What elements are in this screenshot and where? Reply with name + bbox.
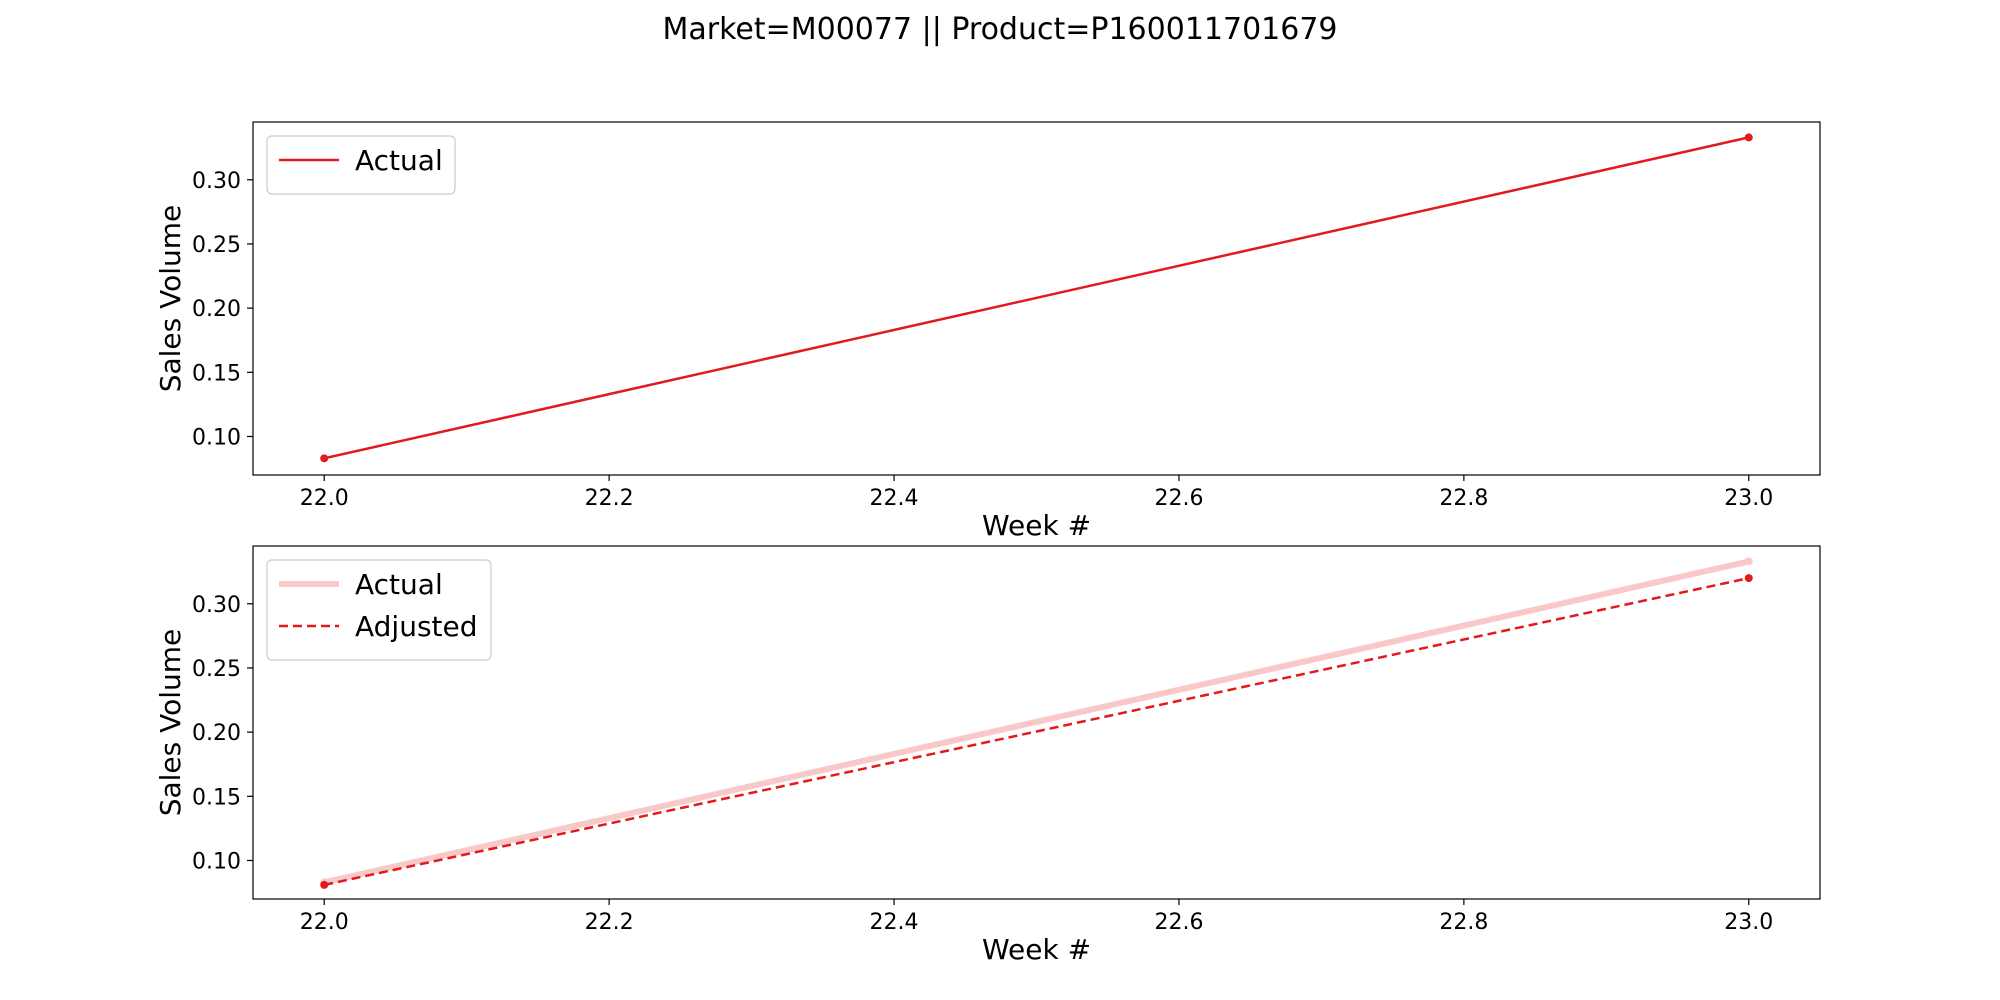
- x-axis-label: Week #: [982, 933, 1091, 966]
- axes-frame: [252, 545, 1821, 900]
- legend-label-actual: Actual: [355, 144, 443, 177]
- x-axis-label: Week #: [982, 509, 1091, 542]
- data-point-adjusted: [320, 880, 329, 889]
- data-point-adjusted: [1744, 574, 1753, 583]
- x-tick-label: 22.2: [585, 910, 634, 935]
- y-tick-label: 0.30: [192, 169, 241, 194]
- y-tick-label: 0.10: [192, 849, 241, 874]
- y-tick-label: 0.20: [192, 297, 241, 322]
- legend-box: [266, 135, 456, 195]
- y-tick-label: 0.20: [192, 721, 241, 746]
- data-point-actual: [1744, 557, 1753, 566]
- y-tick-label: 0.15: [192, 785, 241, 810]
- legend-label-actual: Actual: [355, 568, 443, 601]
- y-tick-label: 0.25: [192, 657, 241, 682]
- data-point-actual: [1744, 133, 1753, 142]
- x-tick-label: 22.8: [1439, 486, 1488, 511]
- data-point-actual: [320, 454, 329, 463]
- y-tick-label: 0.15: [192, 361, 241, 386]
- figure-title: Market=M00077 || Product=P160011701679: [662, 12, 1338, 47]
- legend-label-adjusted: Adjusted: [355, 610, 478, 643]
- x-tick-label: 23.0: [1724, 486, 1773, 511]
- x-tick-label: 22.6: [1154, 910, 1203, 935]
- x-tick-label: 23.0: [1724, 910, 1773, 935]
- axes-frame: [252, 121, 1821, 476]
- series-line-actual: [321, 558, 1752, 886]
- y-tick-label: 0.10: [192, 425, 241, 450]
- x-tick-label: 22.2: [585, 486, 634, 511]
- y-tick-label: 0.30: [192, 593, 241, 618]
- y-tick-label: 0.25: [192, 233, 241, 258]
- x-tick-label: 22.0: [300, 910, 349, 935]
- x-tick-label: 22.4: [870, 910, 919, 935]
- y-axis-label: Sales Volume: [154, 205, 187, 393]
- y-axis-label: Sales Volume: [154, 629, 187, 817]
- x-tick-label: 22.8: [1439, 910, 1488, 935]
- x-tick-label: 22.4: [870, 486, 919, 511]
- series-line-actual: [323, 136, 1750, 460]
- subplot-1: 22.0 22.2 22.4 22.6 22.8 23.0 0.10 0.15 0.20 0.25…: [154, 121, 1821, 542]
- x-tick-label: 22.0: [300, 486, 349, 511]
- x-tick-label: 22.6: [1154, 486, 1203, 511]
- series-line-adjusted: [323, 576, 1750, 887]
- subplot-2: 22.0 22.2 22.4 22.6 22.8 23.0 0.10 0.15 0.20 0.25…: [154, 545, 1821, 966]
